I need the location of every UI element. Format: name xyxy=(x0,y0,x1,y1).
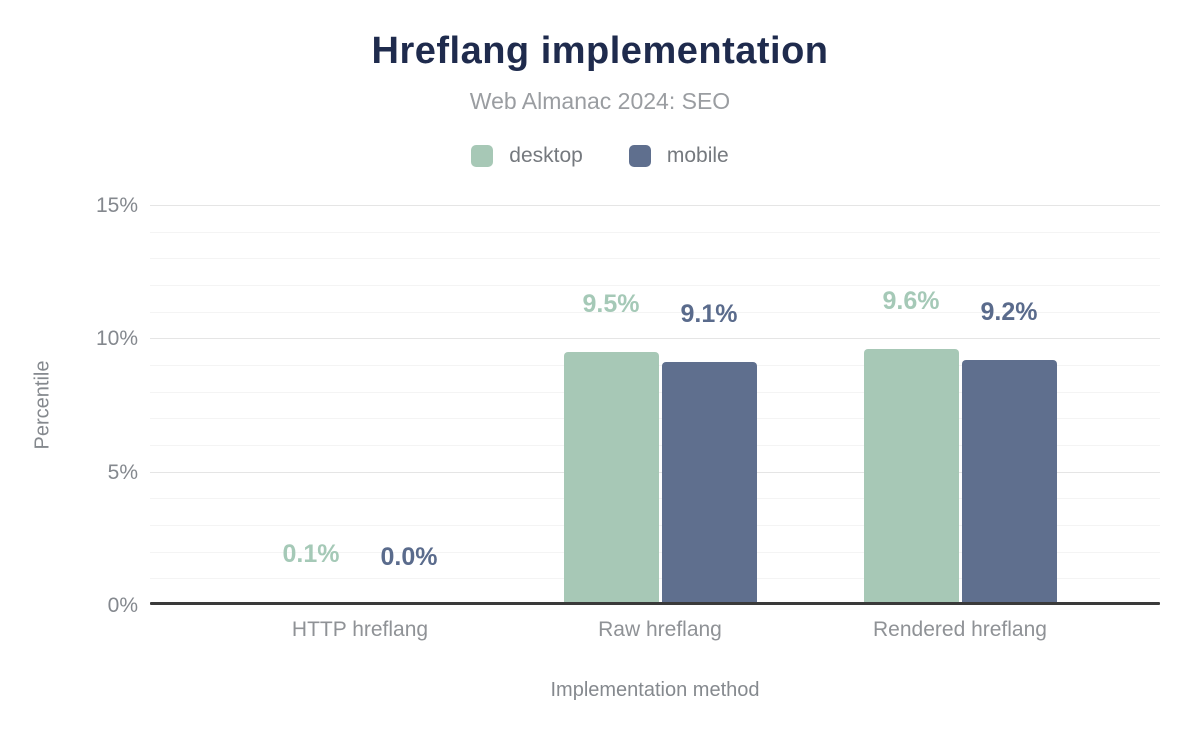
chart-subtitle: Web Almanac 2024: SEO xyxy=(469,88,731,114)
legend-label: mobile xyxy=(666,144,729,167)
x-axis-line xyxy=(150,602,1160,605)
bar-value-label: 9.2% xyxy=(980,297,1038,326)
y-tick-label: 15% xyxy=(95,194,138,217)
bar-mobile[interactable] xyxy=(661,362,757,605)
bar-desktop[interactable] xyxy=(563,351,659,605)
x-tick-label: Raw hreflang xyxy=(598,618,722,641)
gridline xyxy=(150,258,1160,260)
bar-desktop[interactable] xyxy=(863,349,959,605)
legend-label: desktop xyxy=(509,144,583,167)
bar-value-label: 9.1% xyxy=(680,300,738,329)
legend-swatch-icon xyxy=(628,145,651,167)
x-axis-title: Implementation method xyxy=(550,679,760,701)
bar-value-label: 9.6% xyxy=(882,287,940,315)
legend-item-desktop[interactable]: desktop xyxy=(471,144,583,168)
legend-item-mobile[interactable]: mobile xyxy=(628,144,729,168)
y-tick-label: 0% xyxy=(107,594,138,617)
x-tick-label: HTTP hreflang xyxy=(291,618,429,641)
y-tick-label: 10% xyxy=(95,327,138,351)
bar-value-label: 9.5% xyxy=(582,289,640,318)
y-tick-label: 5% xyxy=(107,460,138,484)
gridline xyxy=(150,311,1160,313)
chart-title: Hreflang implementation xyxy=(371,30,829,72)
gridline xyxy=(150,338,1160,340)
legend-swatch-icon xyxy=(471,145,494,167)
x-tick-label: Rendered hreflang xyxy=(873,618,1047,641)
bar-value-label: 0.0% xyxy=(380,543,438,571)
bar-mobile[interactable] xyxy=(961,359,1057,605)
bar-value-label: 0.1% xyxy=(282,540,340,569)
gridline xyxy=(150,285,1160,286)
legend: desktop mobile xyxy=(0,143,1200,169)
y-axis-title: Percentile xyxy=(31,360,54,450)
gridline xyxy=(150,231,1160,233)
gridline xyxy=(150,205,1160,206)
